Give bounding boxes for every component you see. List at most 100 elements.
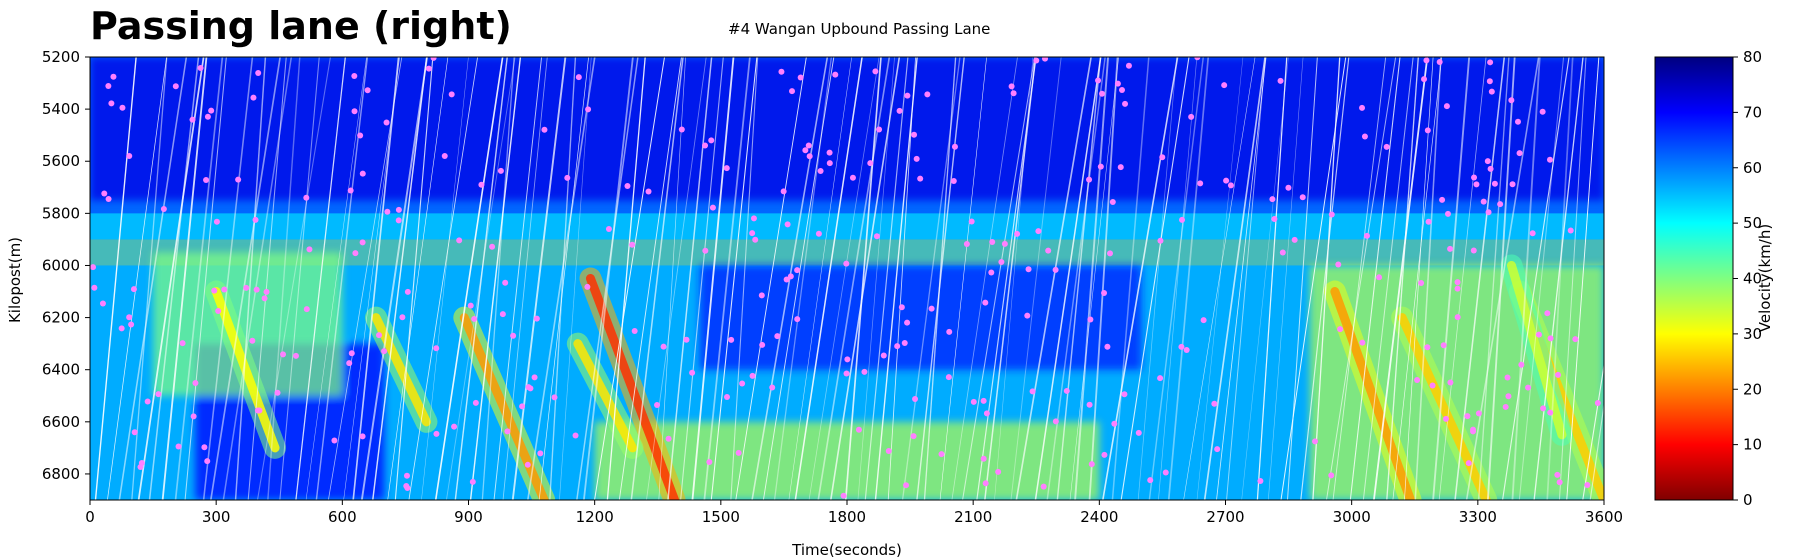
colorbar-tick-label: 20 bbox=[1743, 380, 1762, 398]
marker-dot bbox=[1014, 230, 1021, 237]
marker-dot bbox=[1470, 428, 1477, 435]
marker-dot bbox=[1423, 57, 1430, 64]
marker-dot bbox=[1279, 249, 1286, 256]
trajectory-line bbox=[1465, 57, 1540, 500]
marker-dot bbox=[1454, 279, 1461, 286]
trajectory-line bbox=[1046, 57, 1106, 500]
trajectory-line bbox=[830, 57, 901, 500]
congestion-wave bbox=[211, 287, 280, 453]
marker-dot bbox=[723, 394, 730, 401]
marker-dot bbox=[1178, 343, 1185, 350]
marker-dot bbox=[1447, 245, 1454, 252]
trajectory-line bbox=[279, 57, 320, 500]
x-tick-label: 2700 bbox=[1206, 508, 1244, 526]
chart-subtitle: #4 Wangan Upbound Passing Lane bbox=[728, 20, 991, 38]
colorbar-label: Velocity(km/h) bbox=[1756, 224, 1774, 332]
marker-dot bbox=[364, 87, 371, 94]
marker-dot bbox=[678, 126, 685, 133]
marker-dot bbox=[1099, 90, 1106, 97]
marker-dot bbox=[110, 73, 117, 80]
marker-dot bbox=[843, 260, 850, 267]
y-tick-label: 6800 bbox=[42, 465, 80, 483]
marker-dot bbox=[531, 374, 538, 381]
marker-dot bbox=[584, 283, 591, 290]
x-tick-label: 600 bbox=[328, 508, 357, 526]
marker-dot bbox=[1376, 274, 1383, 281]
marker-dot bbox=[213, 218, 220, 225]
marker-dot bbox=[873, 233, 880, 240]
marker-dot bbox=[101, 190, 108, 197]
marker-dot bbox=[843, 370, 850, 377]
marker-dot bbox=[430, 57, 437, 61]
marker-dot bbox=[654, 401, 661, 408]
marker-dot bbox=[1471, 174, 1478, 181]
marker-dot bbox=[179, 340, 186, 347]
trajectory-line bbox=[1034, 57, 1102, 500]
marker-dot bbox=[1042, 57, 1049, 62]
marker-dot bbox=[331, 437, 338, 444]
marker-dot bbox=[525, 384, 532, 391]
marker-dot bbox=[1359, 104, 1366, 111]
trajectory-line bbox=[107, 57, 168, 500]
marker-dot bbox=[988, 269, 995, 276]
colorbar-tick-label: 50 bbox=[1743, 214, 1762, 232]
marker-dot bbox=[1086, 176, 1093, 183]
marker-dot bbox=[728, 336, 735, 343]
trajectory-line bbox=[352, 57, 400, 500]
marker-dot bbox=[203, 177, 210, 184]
marker-dot bbox=[119, 104, 126, 111]
marker-dot bbox=[472, 399, 479, 406]
congestion-wave bbox=[1330, 287, 1416, 500]
x-tick-label: 0 bbox=[85, 508, 95, 526]
marker-dot bbox=[1359, 339, 1366, 346]
marker-dot bbox=[215, 307, 222, 314]
marker-dot bbox=[904, 92, 911, 99]
marker-dot bbox=[303, 306, 310, 313]
marker-dot bbox=[1487, 59, 1494, 66]
marker-dot bbox=[950, 177, 957, 184]
marker-dot bbox=[1179, 216, 1186, 223]
marker-dot bbox=[537, 450, 544, 457]
marker-dot bbox=[660, 343, 667, 350]
marker-dot bbox=[126, 314, 133, 321]
x-tick-label: 2400 bbox=[1080, 508, 1118, 526]
marker-dot bbox=[735, 449, 742, 456]
marker-dot bbox=[105, 82, 112, 89]
marker-dot bbox=[1010, 90, 1017, 97]
marker-dot bbox=[478, 181, 485, 188]
trajectory-line bbox=[202, 57, 254, 500]
marker-dot bbox=[876, 126, 883, 133]
trajectory-line bbox=[691, 57, 735, 500]
marker-dot bbox=[1544, 310, 1551, 317]
marker-dot bbox=[1414, 376, 1421, 383]
marker-dot bbox=[346, 360, 353, 367]
marker-dot bbox=[1556, 479, 1563, 486]
marker-dot bbox=[665, 435, 672, 442]
y-tick-label: 6400 bbox=[42, 361, 80, 379]
marker-dot bbox=[1443, 103, 1450, 110]
marker-dot bbox=[1424, 127, 1431, 134]
marker-dot bbox=[1157, 375, 1164, 382]
marker-dot bbox=[1547, 335, 1554, 342]
trajectory-line bbox=[502, 57, 548, 500]
marker-dot bbox=[471, 315, 478, 322]
marker-dot bbox=[995, 468, 1002, 475]
marker-dot bbox=[243, 284, 250, 291]
trajectory-line bbox=[864, 57, 909, 500]
vehicle-trajectories bbox=[94, 57, 1604, 500]
marker-dot bbox=[1188, 113, 1195, 120]
marker-dot bbox=[1111, 420, 1118, 427]
marker-dot bbox=[208, 107, 215, 114]
marker-dot bbox=[433, 345, 440, 352]
x-tick-label: 900 bbox=[454, 508, 483, 526]
marker-dot bbox=[126, 153, 133, 160]
marker-dot bbox=[1088, 461, 1095, 468]
trajectory-line bbox=[118, 57, 188, 500]
trajectory-line bbox=[1518, 57, 1565, 500]
marker-dot bbox=[1555, 371, 1562, 378]
trajectory-line bbox=[434, 57, 504, 500]
marker-dot bbox=[980, 455, 987, 462]
marker-dot bbox=[938, 451, 945, 458]
marker-dot bbox=[1337, 326, 1344, 333]
marker-dot bbox=[689, 369, 696, 376]
